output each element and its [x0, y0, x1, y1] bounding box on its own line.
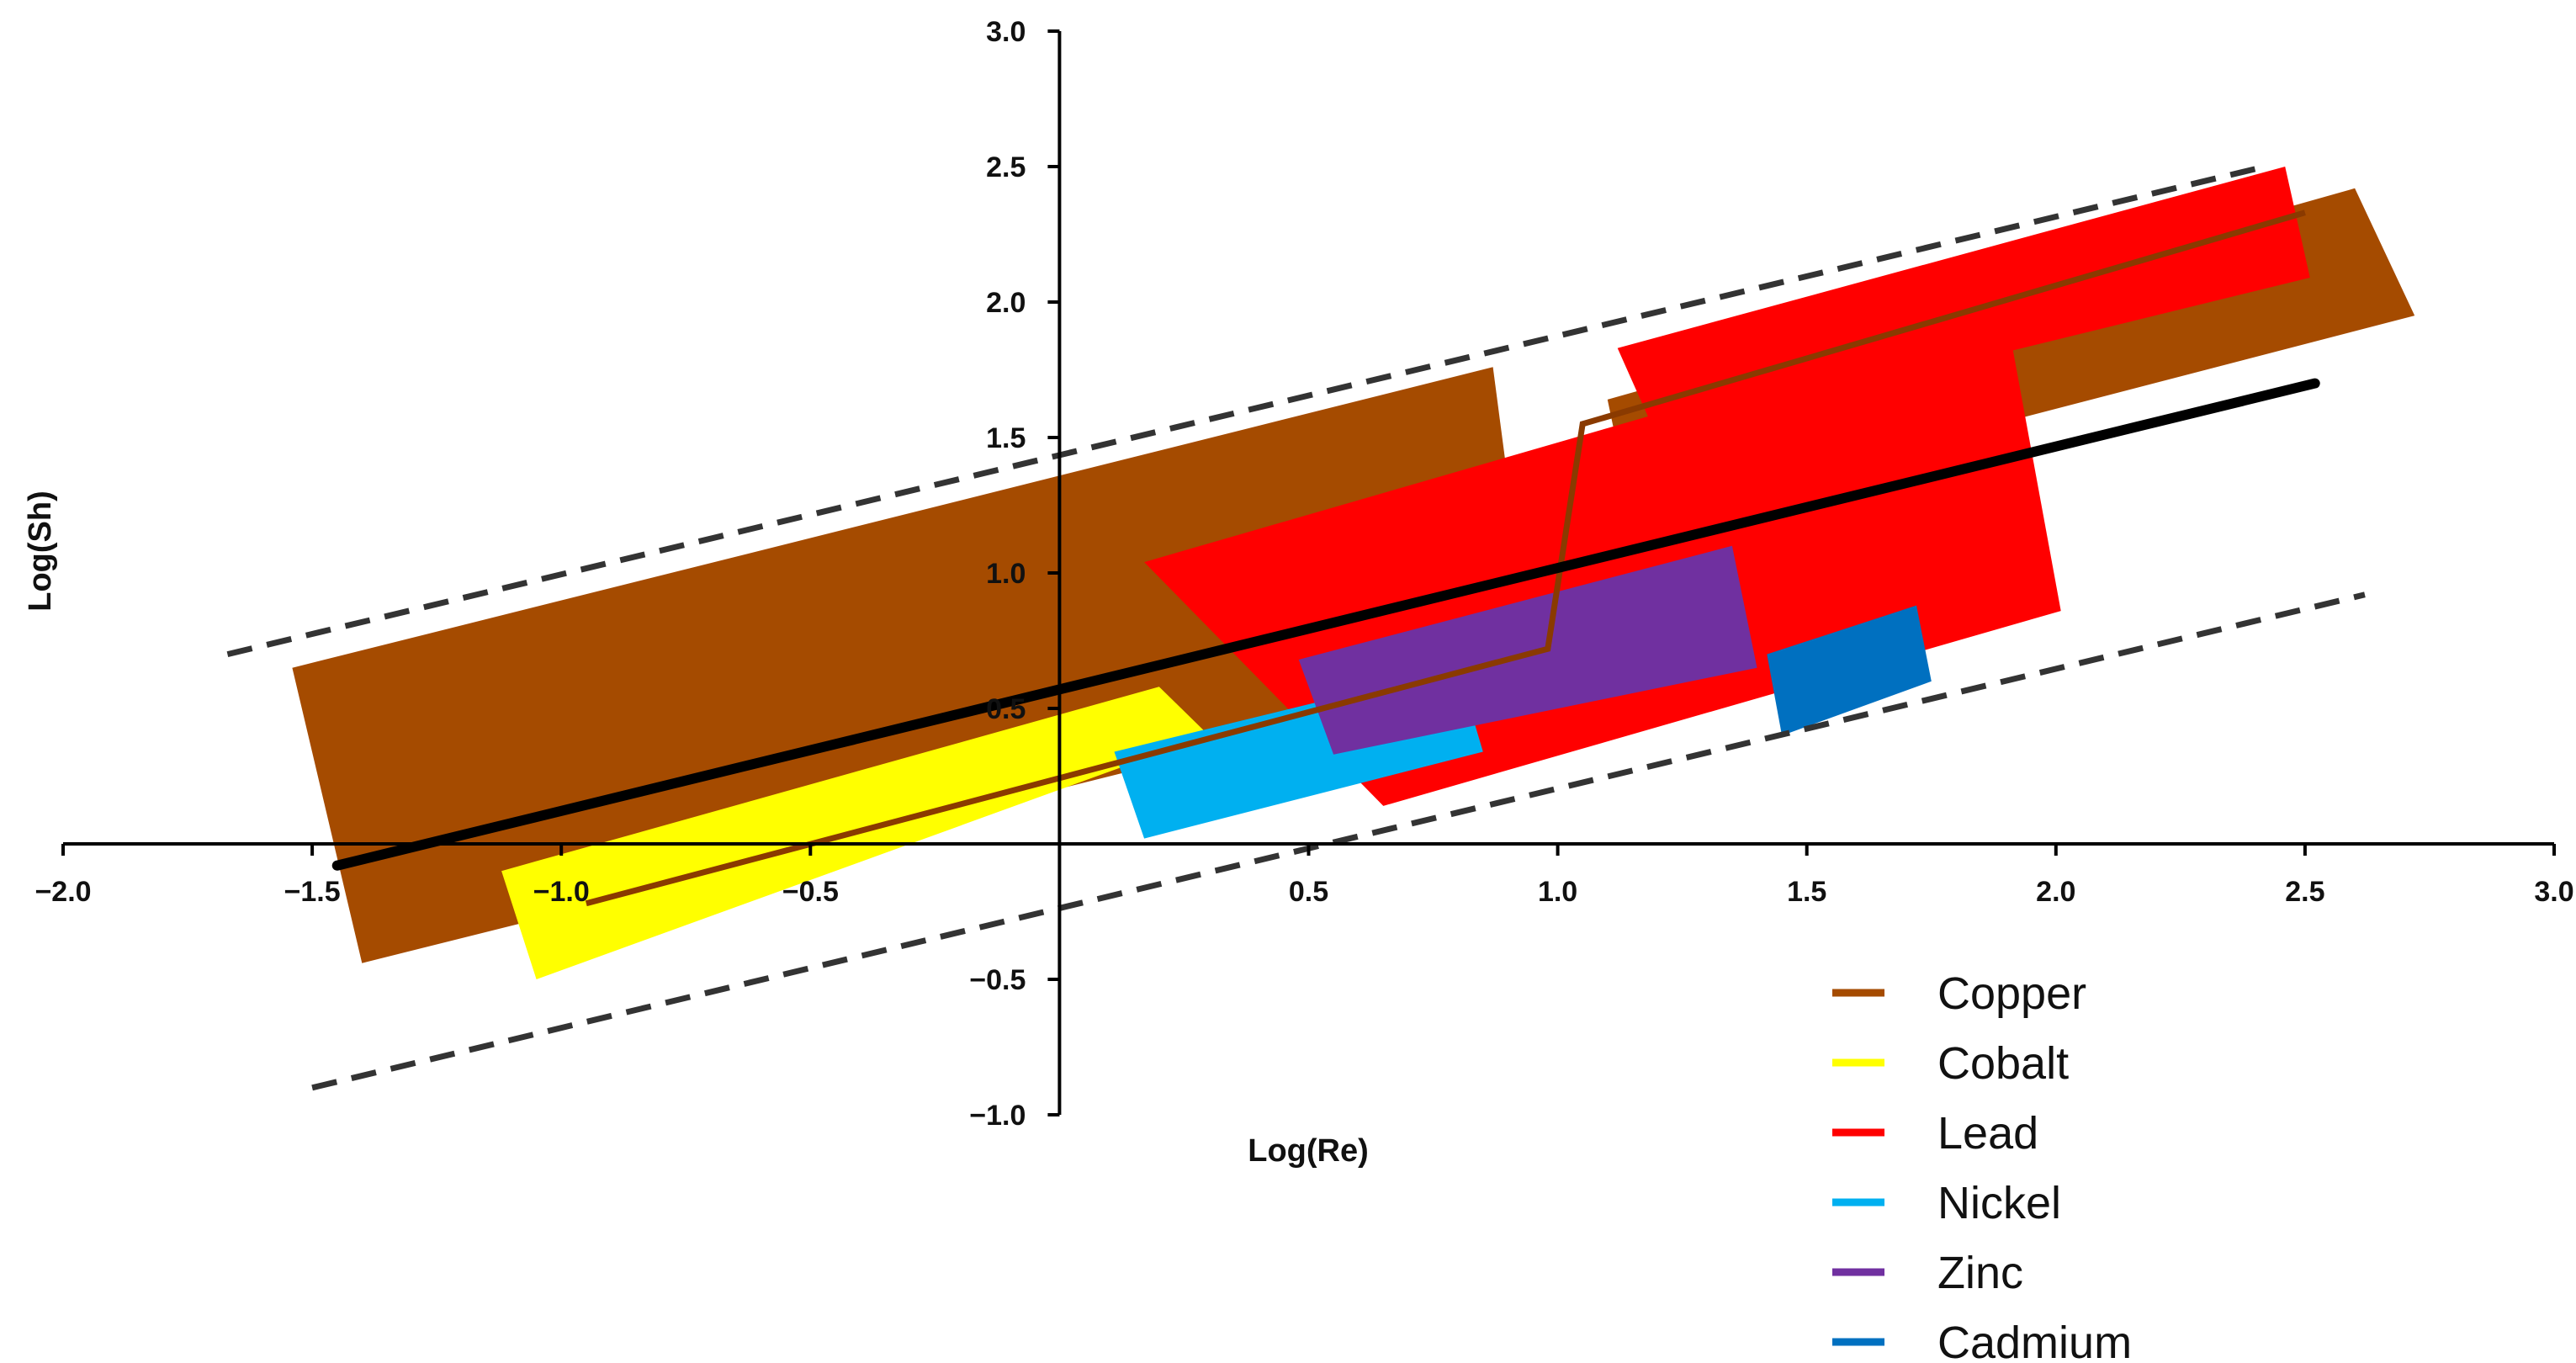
legend-item-cadmium: Cadmium: [1832, 1318, 2132, 1363]
x-tick-label: −0.5: [782, 876, 839, 908]
y-ticks: 3.0 2.5 2.0 1.5 1.0 0.5 −0.5 −1.0: [969, 16, 1060, 1132]
legend-item-copper: Copper: [1832, 968, 2086, 1019]
copper-center-line: [585, 209, 2306, 907]
legend-item-nickel: Nickel: [1832, 1178, 2061, 1228]
x-tick-label: −1.5: [284, 876, 341, 908]
x-tick-label: 2.5: [2285, 876, 2324, 908]
legend-label: Zinc: [1937, 1248, 2023, 1298]
y-tick-label: 0.5: [986, 693, 1026, 725]
legend-label: Copper: [1937, 968, 2086, 1019]
lead-region-2: [1617, 167, 2310, 438]
x-tick-label: 3.0: [2534, 876, 2573, 908]
copper-region-1: [292, 367, 1533, 963]
legend-label: Cobalt: [1937, 1038, 2069, 1089]
y-tick-label: 2.5: [986, 151, 1026, 183]
bound-lines-layer: [226, 163, 2366, 1091]
legend: Copper Cobalt Lead Nickel Zinc Cadmium: [1832, 968, 2132, 1363]
x-tick-label: 1.0: [1538, 876, 1577, 908]
y-tick-label: −1.0: [969, 1100, 1026, 1132]
legend-item-zinc: Zinc: [1832, 1248, 2023, 1298]
y-tick-label: 1.5: [986, 422, 1026, 454]
legend-label: Nickel: [1937, 1178, 2061, 1228]
y-tick-label: 1.0: [986, 558, 1026, 590]
x-axis-title: Log(Re): [1248, 1133, 1369, 1169]
x-ticks: −2.0 −1.5 −1.0 −0.5 0.5 1.0 1.5 2.0 2.5 3.0: [34, 844, 2574, 908]
x-tick-label: −1.0: [533, 876, 590, 908]
fit-line: [331, 378, 2320, 871]
bound-line-1: [226, 163, 2266, 658]
regions-layer: [292, 167, 2415, 979]
bound-line-2: [311, 591, 2366, 1091]
center-lines-layer: [585, 209, 2306, 907]
legend-item-cobalt: Cobalt: [1832, 1038, 2069, 1089]
legend-label: Cadmium: [1937, 1318, 2132, 1363]
x-tick-label: 2.0: [2036, 876, 2075, 908]
y-tick-label: 3.0: [986, 16, 1026, 48]
cadmium-region-1: [1767, 605, 1932, 736]
x-tick-label: 1.5: [1787, 876, 1826, 908]
legend-item-lead: Lead: [1832, 1108, 2038, 1159]
x-tick-label: −2.0: [34, 876, 91, 908]
y-tick-label: 2.0: [986, 287, 1026, 319]
zinc-region-1: [1298, 545, 1757, 755]
x-tick-label: 0.5: [1289, 876, 1328, 908]
fit-line-layer: [331, 378, 2320, 871]
legend-label: Lead: [1937, 1108, 2038, 1159]
y-axis-title: Log(Sh): [23, 491, 58, 612]
y-tick-label: −0.5: [969, 964, 1026, 996]
